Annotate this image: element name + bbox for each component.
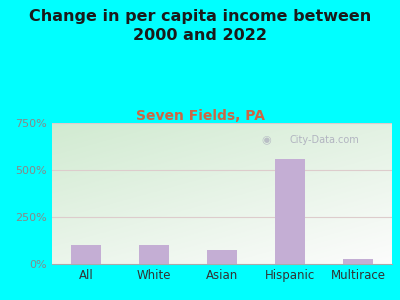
Text: Change in per capita income between
2000 and 2022: Change in per capita income between 2000… (29, 9, 371, 43)
Bar (139, 245, 169, 264)
Text: Seven Fields, PA: Seven Fields, PA (136, 110, 264, 124)
Bar (343, 259, 373, 264)
Text: ◉: ◉ (261, 135, 271, 145)
Bar (71, 245, 101, 264)
Bar (275, 159, 305, 264)
Bar (207, 250, 237, 264)
Text: City-Data.com: City-Data.com (290, 135, 360, 145)
